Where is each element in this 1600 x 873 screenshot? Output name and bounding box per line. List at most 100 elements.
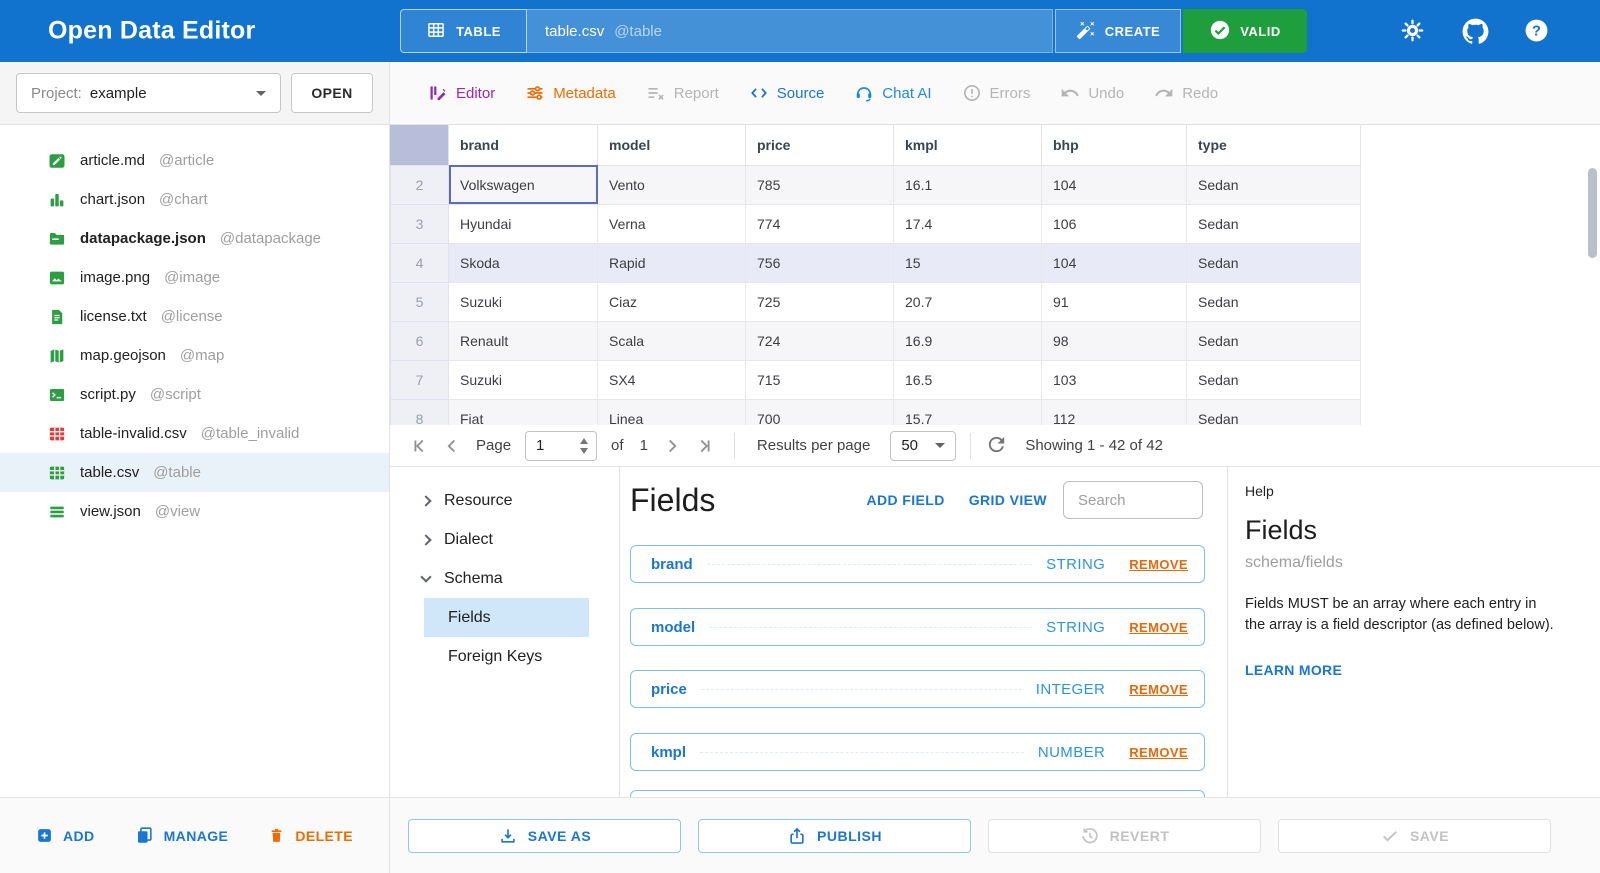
table-cell[interactable]: SX4 [597, 359, 746, 400]
table-cell[interactable]: Hyundai [448, 203, 598, 244]
table-cell[interactable]: 20.7 [893, 281, 1042, 322]
file-item[interactable]: script.py @script [0, 375, 389, 414]
file-item[interactable]: table-invalid.csv @table_invalid [0, 414, 389, 453]
table-cell[interactable]: 715 [745, 359, 894, 400]
tab-editor[interactable]: Editor [428, 83, 495, 103]
table-cell[interactable]: Ciaz [597, 281, 746, 322]
file-item[interactable]: datapackage.json @datapackage [0, 219, 389, 258]
table-cell[interactable]: 756 [745, 242, 894, 283]
column-header-type[interactable]: type [1186, 125, 1361, 166]
table-cell[interactable]: 104 [1041, 164, 1187, 205]
tab-redo[interactable]: Redo [1154, 83, 1218, 103]
table-cell[interactable]: 112 [1041, 398, 1187, 425]
file-item[interactable]: license.txt @license [0, 297, 389, 336]
table-cell[interactable]: 785 [745, 164, 894, 205]
table-cell[interactable]: Fiat [448, 398, 598, 425]
row-number[interactable]: 7 [390, 359, 449, 400]
remove-field-button[interactable]: REMOVE [1129, 681, 1188, 697]
column-header-price[interactable]: price [745, 125, 894, 166]
column-header-brand[interactable]: brand [448, 125, 598, 166]
table-cell[interactable]: 17.4 [893, 203, 1042, 244]
table-cell[interactable]: Skoda [448, 242, 598, 283]
publish-button[interactable]: PUBLISH [698, 818, 971, 853]
file-item[interactable]: map.geojson @map [0, 336, 389, 375]
column-header-model[interactable]: model [597, 125, 746, 166]
create-button[interactable]: CREATE [1055, 9, 1181, 53]
remove-field-button[interactable]: REMOVE [1129, 744, 1188, 760]
project-select[interactable]: Project: example [16, 73, 281, 113]
open-project-button[interactable]: OPEN [291, 73, 373, 113]
table-cell[interactable]: 104 [1041, 242, 1187, 283]
row-number[interactable]: 5 [390, 281, 449, 322]
table-cell[interactable]: Sedan [1186, 203, 1361, 244]
save-as-button[interactable]: SAVE AS [408, 818, 681, 853]
table-cell[interactable]: 724 [745, 320, 894, 361]
row-number[interactable]: 3 [390, 203, 449, 244]
spinner-up-icon[interactable] [580, 437, 589, 444]
spinner-down-icon[interactable] [580, 447, 589, 454]
file-item[interactable]: table.csv @table [0, 453, 389, 492]
add-field-button[interactable]: ADD FIELD [866, 492, 945, 508]
table-view-button[interactable]: TABLE [400, 9, 527, 53]
table-cell[interactable]: 103 [1041, 359, 1187, 400]
table-cell[interactable]: 16.1 [893, 164, 1042, 205]
file-item[interactable]: article.md @article [0, 141, 389, 180]
table-cell[interactable]: 16.9 [893, 320, 1042, 361]
table-cell[interactable]: Linea [597, 398, 746, 425]
gear-icon[interactable] [1400, 18, 1426, 44]
column-header-bhp[interactable]: bhp [1041, 125, 1187, 166]
table-cell[interactable]: Sedan [1186, 359, 1361, 400]
table-cell[interactable]: 15 [893, 242, 1042, 283]
table-cell[interactable]: 16.5 [893, 359, 1042, 400]
grid-view-button[interactable]: GRID VIEW [968, 492, 1047, 508]
table-cell[interactable]: Suzuki [448, 281, 598, 322]
table-cell[interactable]: Renault [448, 320, 598, 361]
github-icon[interactable] [1462, 18, 1489, 44]
table-cell[interactable]: Rapid [597, 242, 746, 283]
table-cell[interactable]: Suzuki [448, 359, 598, 400]
remove-field-button[interactable]: REMOVE [1129, 619, 1188, 635]
manage-files-button[interactable]: MANAGE [135, 826, 229, 845]
column-header-kmpl[interactable]: kmpl [893, 125, 1042, 166]
learn-more-link[interactable]: LEARN MORE [1245, 662, 1343, 679]
field-card-kmpl[interactable]: kmpl NUMBER REMOVE [630, 733, 1205, 771]
save-button[interactable]: SAVE [1278, 818, 1551, 853]
tree-item-fields[interactable]: Fields [424, 598, 589, 637]
table-cell[interactable]: 15.7 [893, 398, 1042, 425]
page-number-input[interactable] [526, 437, 571, 454]
table-cell[interactable]: 91 [1041, 281, 1187, 322]
delete-file-button[interactable]: DELETE [268, 827, 353, 844]
last-page-button[interactable] [692, 434, 716, 458]
row-number[interactable]: 6 [390, 320, 449, 361]
file-item[interactable]: view.json @view [0, 492, 389, 531]
vertical-scrollbar-thumb[interactable] [1588, 168, 1597, 258]
help-icon[interactable]: ? [1524, 18, 1550, 44]
first-page-button[interactable] [408, 434, 432, 458]
table-cell[interactable]: Volkswagen [448, 164, 598, 205]
tree-item-foreign-keys[interactable]: Foreign Keys [424, 637, 589, 676]
row-number[interactable]: 8 [390, 398, 449, 425]
tab-errors[interactable]: Errors [962, 83, 1030, 103]
next-page-button[interactable] [660, 434, 684, 458]
table-cell[interactable]: 774 [745, 203, 894, 244]
table-cell[interactable]: Sedan [1186, 164, 1361, 205]
tab-metadata[interactable]: Metadata [525, 83, 616, 103]
table-cell[interactable]: 700 [745, 398, 894, 425]
prev-page-button[interactable] [440, 434, 464, 458]
table-cell[interactable]: Verna [597, 203, 746, 244]
table-cell[interactable]: 98 [1041, 320, 1187, 361]
table-cell[interactable]: Sedan [1186, 281, 1361, 322]
revert-button[interactable]: REVERT [988, 818, 1261, 853]
table-cell[interactable]: Sedan [1186, 398, 1361, 425]
row-number[interactable]: 4 [390, 242, 449, 283]
tree-item-dialect[interactable]: Dialect [390, 520, 619, 559]
add-file-button[interactable]: ADD [36, 827, 95, 844]
field-card-model[interactable]: model STRING REMOVE [630, 608, 1205, 646]
tree-item-resource[interactable]: Resource [390, 481, 619, 520]
table-cell[interactable]: Sedan [1186, 242, 1361, 283]
remove-field-button[interactable]: REMOVE [1129, 556, 1188, 572]
field-card-brand[interactable]: brand STRING REMOVE [630, 545, 1205, 583]
table-cell[interactable]: 106 [1041, 203, 1187, 244]
table-cell[interactable]: Vento [597, 164, 746, 205]
file-item[interactable]: chart.json @chart [0, 180, 389, 219]
